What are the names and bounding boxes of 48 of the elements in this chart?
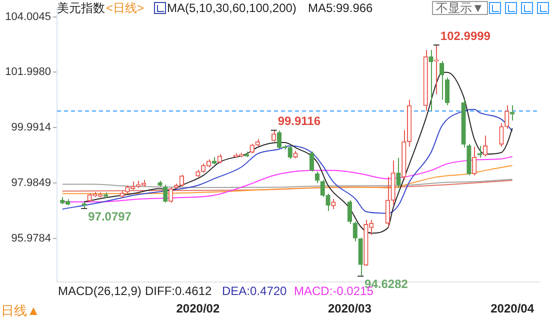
y-tick-label: 95.9784 <box>11 232 51 244</box>
candlestick <box>331 198 336 210</box>
text: 日线▲ <box>1 303 40 318</box>
candlestick <box>504 104 510 130</box>
line-series <box>62 180 513 192</box>
candlestick <box>482 135 488 157</box>
candlestick <box>163 184 168 203</box>
annotation: 97.0797 <box>88 209 132 224</box>
y-tick-label: 99.9914 <box>11 122 51 134</box>
candlestick <box>255 138 260 147</box>
annotation: MA(5,10,30,60,100,200) <box>167 1 296 15</box>
y-tick-label: 104.0045 <box>5 10 51 23</box>
x-tick-label: 2020/03 <box>328 302 372 316</box>
candlestick <box>396 157 401 189</box>
line-series <box>62 164 513 194</box>
annotation: 99.9116 <box>278 114 321 128</box>
candlestick <box>217 154 222 164</box>
candlestick <box>423 50 428 112</box>
x-tick-label: 2020/02 <box>176 302 220 316</box>
candlestick <box>358 237 363 276</box>
candlestick <box>499 122 504 148</box>
candlestick <box>428 50 434 112</box>
candlestick <box>440 60 444 100</box>
candlestick <box>444 77 450 106</box>
candlestick <box>120 190 124 198</box>
annotation: 不显示▼ <box>432 1 488 15</box>
candlestick <box>309 151 314 172</box>
annotation: <日线> <box>106 1 144 15</box>
text: DIFF:0.4612 <box>145 284 212 298</box>
chart-title: 美元指数 <box>57 1 105 15</box>
candlestick <box>103 192 108 199</box>
y-tick-label: 101.9980 <box>5 66 51 78</box>
candlestick <box>461 99 466 148</box>
candlestick <box>466 143 472 176</box>
candlestick <box>434 44 439 95</box>
candlestick <box>293 150 298 159</box>
text: DEA:0.4720 <box>222 284 287 298</box>
y-tick-label: 97.9849 <box>11 177 51 190</box>
x-tick-label: 2020/04 <box>490 302 534 316</box>
candlestick <box>352 221 358 242</box>
candlestick <box>250 143 254 154</box>
annotation: 102.9999 <box>440 28 491 43</box>
candlestick <box>472 146 477 176</box>
candlestick <box>212 156 217 165</box>
annotation: MA5:99.966 <box>308 1 373 15</box>
text: MACD(26,12,9) <box>58 284 142 298</box>
candlestick <box>347 200 352 225</box>
candlestick <box>196 169 200 178</box>
